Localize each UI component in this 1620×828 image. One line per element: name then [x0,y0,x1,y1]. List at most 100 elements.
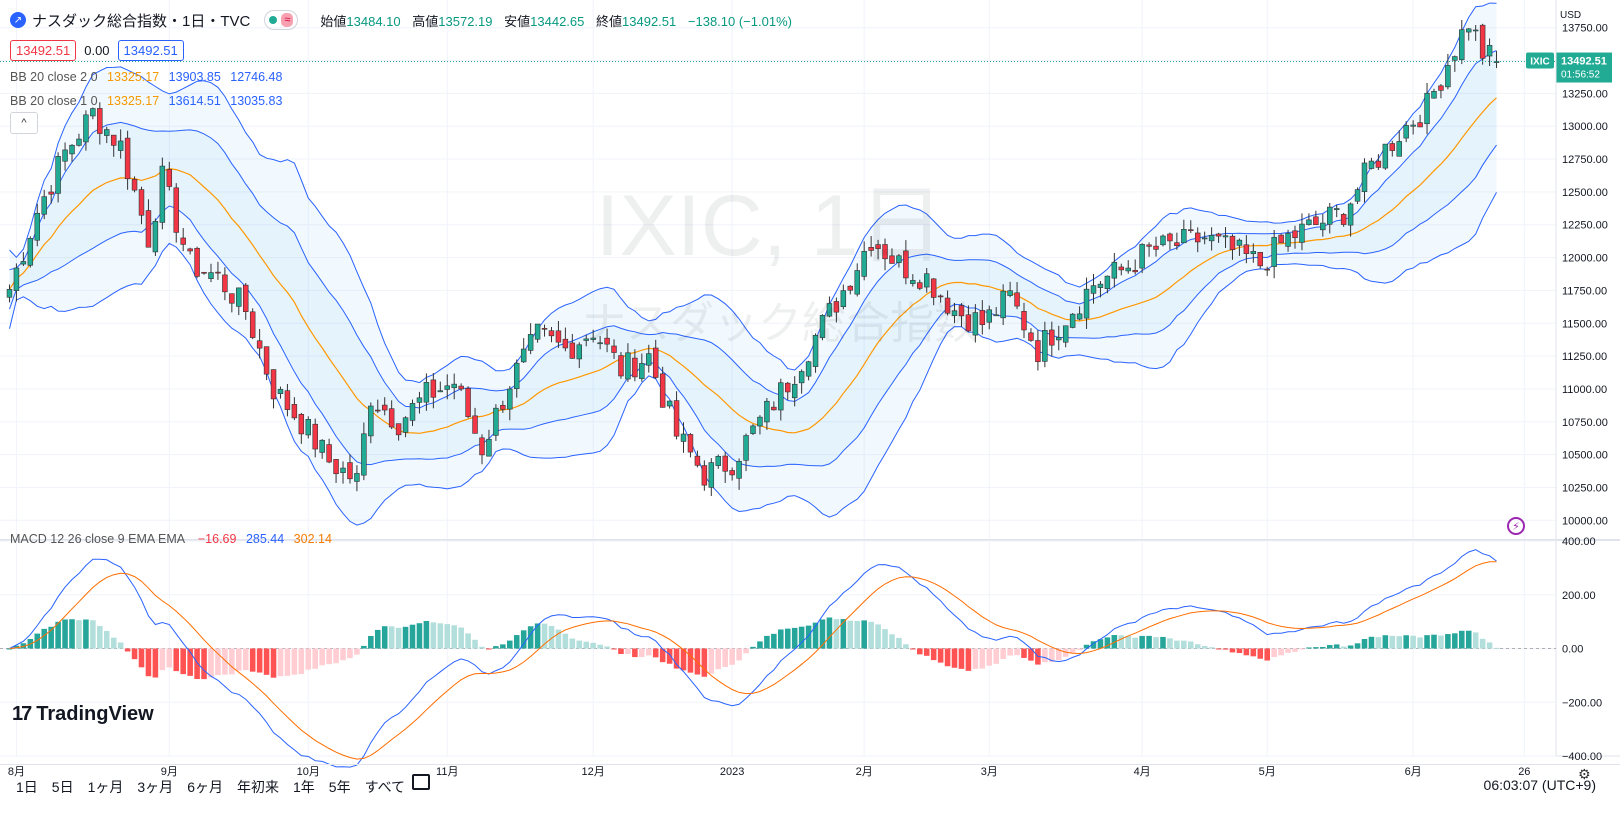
macd-hist-bar [1049,648,1055,662]
macd-hist-bar [312,648,319,669]
bb1-legend[interactable]: BB 20 close 1 0 13325.17 13614.51 13035.… [10,94,288,108]
macd-hist-bar [166,648,173,668]
candle-body [993,314,999,317]
candle-body [1271,237,1277,267]
price-scale-label: 10750.00 [1562,417,1608,429]
macd-hist-bar [1389,635,1396,649]
macd-hist-bar [1438,635,1444,649]
candle-body [646,353,652,366]
candle-body [486,438,492,457]
tf-6m[interactable]: 6ヶ月 [187,779,223,795]
currency-label[interactable]: USD [1560,10,1582,21]
candle-body [1486,45,1493,57]
tf-ytd[interactable]: 年初来 [236,779,279,795]
status-pill[interactable]: ≈ [264,10,299,30]
macd-hist-bar [1479,638,1486,649]
candle-body [1306,219,1312,225]
tf-5y[interactable]: 5年 [328,779,351,795]
candle-body [458,385,464,390]
tradingview-logo[interactable]: 17 TradingView [12,703,154,726]
candle-body [972,312,979,336]
candle-body [659,373,666,408]
candle-body [110,134,117,146]
candle-body [1257,251,1263,267]
collapse-legend-button[interactable]: ^ [10,112,38,134]
macd-hist-bar [812,622,819,649]
macd-hist-bar [673,648,680,669]
macd-hist-bar [458,627,464,649]
macd-hist-bar [194,648,200,680]
symbol-logo-icon: ↗ [10,12,26,28]
macd-hist-bar [722,648,728,667]
macd-hist-bar [1292,648,1298,652]
macd-hist-bar [215,648,221,676]
candle-body [1215,233,1222,237]
macd-hist-bar [1229,648,1236,653]
tf-1m[interactable]: 1ヶ月 [87,779,124,795]
symbol-header[interactable]: ↗ ナスダック総合指数・1日・TVC ≈ 始値13484.10 高値13572.… [10,8,792,32]
candle-body [1368,160,1375,169]
macd-hist-bar [632,648,638,658]
candle-body [965,314,972,332]
macd-scale-label: −200.00 [1562,697,1602,709]
tf-1y[interactable]: 1年 [292,779,315,795]
macd-hist-bar [979,648,986,669]
tf-all[interactable]: すべて [364,779,406,795]
candle-body [194,247,200,277]
macd-hist-bar [62,619,68,649]
candle-body [1090,285,1097,294]
settings-gear-icon[interactable]: ⚙ [1578,766,1591,782]
bb2-mid: 13325.17 [107,70,160,84]
candle-body [618,355,624,377]
candle-body [541,327,548,330]
macd-hist-bar [666,648,673,664]
tf-3m[interactable]: 3ヶ月 [137,779,174,795]
high-key: 高値 [412,13,439,29]
macd-hist-bar [242,648,249,671]
candle-body [76,138,82,146]
macd-hist-bar [1069,648,1076,653]
macd-hist-bar [680,648,687,671]
macd-hist-bar [903,644,909,649]
goto-date-calendar-icon[interactable] [412,774,430,790]
candle-body [1424,92,1430,125]
macd-hist-bar [826,617,833,649]
candle-body [145,210,152,248]
symbol-title[interactable]: ナスダック総合指数・1日・TVC [32,12,251,30]
bb2-legend[interactable]: BB 20 close 2 0 13325.17 13903.85 12746.… [10,70,288,84]
candle-body [701,465,708,486]
sell-button[interactable]: 13492.51 [10,40,77,61]
candle-body [1327,206,1333,225]
candle-body [479,437,485,456]
macd-legend[interactable]: MACD 12 26 close 9 EMA EMA −16.69 285.44… [10,532,332,546]
macd-hist-bar [1340,646,1347,649]
candle-body [277,388,284,394]
price-scale-label: 11500.00 [1562,318,1607,330]
bb1-label: BB 20 close 1 0 [10,94,98,108]
macd-hist-bar [1125,636,1132,649]
macd-hist-bar [416,623,423,649]
macd-scale-label: 400.00 [1562,536,1596,548]
time-axis-label: 9月 [161,766,178,778]
flash-icon[interactable]: ⚡ [1507,517,1525,535]
candle-body [923,273,930,288]
macd-hist-bar [41,628,47,649]
macd-hist-bar [618,648,624,655]
candle-body [1250,251,1257,255]
candle-body [1042,330,1048,362]
macd-hist-bar [124,648,131,652]
last-price-label: 13492.51 [1561,56,1607,68]
macd-hist-bar [1028,648,1034,661]
candle-body [805,361,812,377]
clock[interactable]: 06:03:07 (UTC+9) [1483,777,1596,793]
candle-body [1000,290,1006,319]
tf-1d[interactable]: 1日 [16,779,38,795]
time-axis-label: 5月 [1259,766,1276,778]
candle-body [1445,65,1451,88]
macd-hist-bar [1431,634,1437,649]
buy-button[interactable]: 13492.51 [117,40,184,61]
candle-body [124,137,131,180]
tf-5d[interactable]: 5日 [51,779,74,795]
macd-hist-bar [958,648,965,669]
